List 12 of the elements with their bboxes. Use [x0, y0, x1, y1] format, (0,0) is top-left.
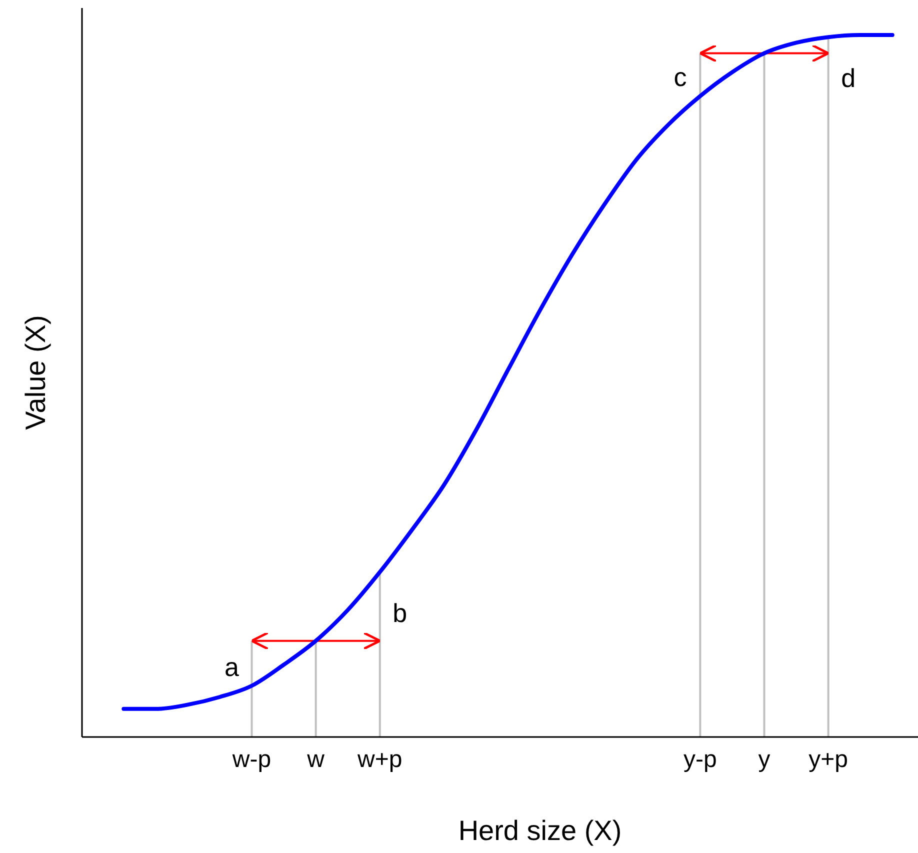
x-tick-label: w — [306, 746, 326, 773]
x-axis-title: Herd size (X) — [458, 815, 622, 846]
y-axis-title: Value (X) — [20, 315, 51, 430]
annotation: c — [674, 62, 687, 92]
annotation: a — [224, 652, 240, 682]
x-tick-label: y-p — [684, 746, 717, 773]
x-tick-label: w+p — [356, 746, 402, 773]
x-tick-label: w-p — [231, 746, 272, 773]
x-tick-label: y+p — [808, 746, 848, 773]
x-tick-label: y — [758, 746, 770, 773]
annotation: d — [841, 63, 856, 94]
annotation: b — [392, 598, 408, 628]
